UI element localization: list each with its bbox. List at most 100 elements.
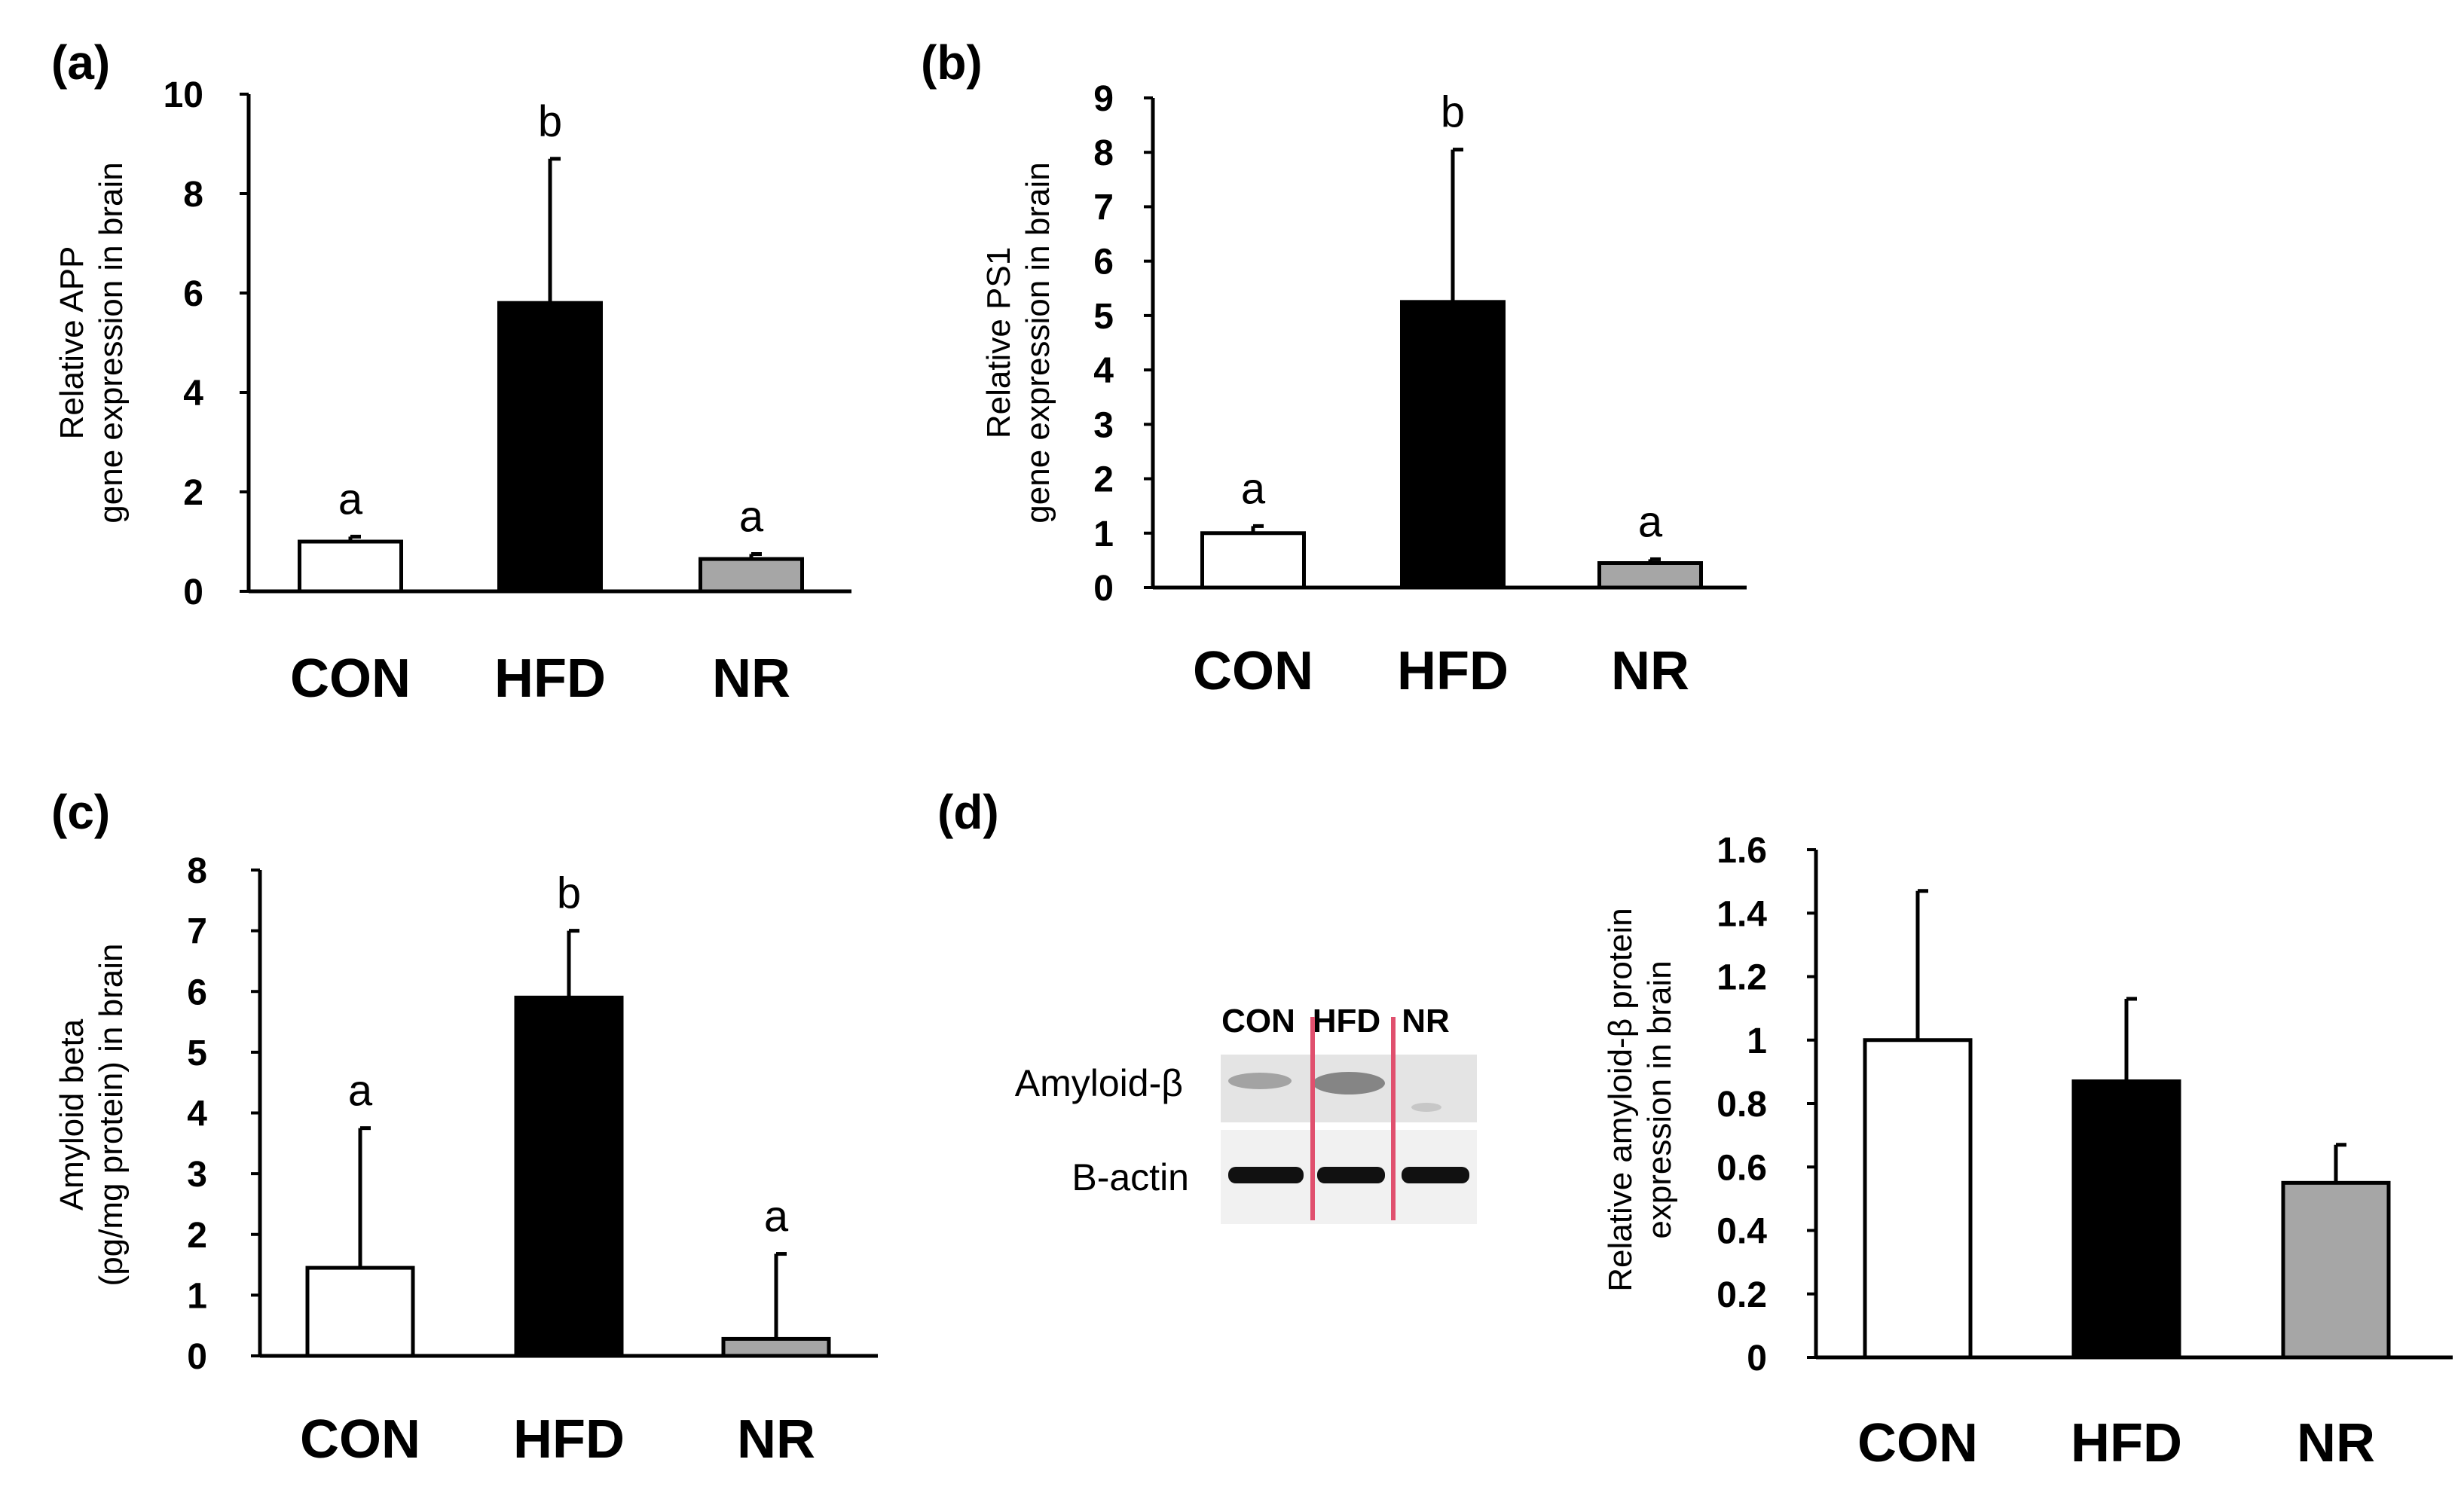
bar-hfd — [514, 995, 624, 1358]
category-label-hfd: HFD — [1397, 641, 1509, 701]
y-tick-label: 6 — [1093, 243, 1114, 282]
y-axis-label-line: gene expression in brain — [93, 162, 130, 523]
y-tick-label: 0.2 — [1717, 1275, 1767, 1315]
category-label-nr: NR — [712, 649, 790, 709]
panel-label-c: (c) — [51, 785, 110, 839]
significance-letter: b — [538, 97, 562, 146]
y-axis-label-line: Relative APP — [53, 246, 90, 440]
blot-bactin-band-nr — [1402, 1167, 1469, 1183]
bar-con — [1200, 531, 1306, 590]
y-tick-label: 6 — [187, 972, 207, 1012]
y-tick-label: 4 — [187, 1094, 207, 1134]
y-tick-label: 7 — [187, 912, 207, 952]
western-blot: CON HFD NR Amyloid-β B-actin — [1015, 1003, 1477, 1224]
y-tick-label: 5 — [187, 1033, 207, 1073]
blot-row-label-bactin: B-actin — [1072, 1156, 1189, 1198]
panel-label-b: (b) — [921, 35, 983, 90]
bar-con — [1863, 1038, 1973, 1360]
bar-nr — [1597, 561, 1703, 590]
blot-amyloid-band-nr — [1411, 1103, 1441, 1112]
y-tick-label: 10 — [164, 75, 203, 115]
y-tick-label: 1.2 — [1717, 958, 1767, 998]
significance-letter: a — [739, 493, 764, 542]
y-tick-label: 1.6 — [1717, 831, 1767, 871]
chart-b-ps1-expression: 0 1 2 3 4 5 6 7 8 9 Relative PS1gene expression in… — [980, 79, 1747, 701]
bar-nr — [699, 557, 804, 594]
significance-letter: a — [1241, 464, 1266, 513]
y-axis-label-line: (pg/mg protein) in brain — [93, 944, 130, 1287]
y-tick-label: 0 — [183, 572, 203, 612]
y-tick-label: 4 — [183, 374, 203, 414]
y-tick-label: 3 — [187, 1155, 207, 1195]
y-tick-label: 1 — [1747, 1021, 1767, 1061]
significance-letter: a — [338, 475, 363, 524]
y-tick-label: 2 — [183, 473, 203, 513]
bar-nr — [2281, 1180, 2391, 1360]
y-tick-label: 0 — [1093, 569, 1114, 609]
blot-lane-label-con: CON — [1221, 1003, 1295, 1040]
y-tick-label: 0 — [187, 1337, 207, 1377]
y-tick-label: 8 — [1093, 133, 1114, 173]
chart-c-amyloid-beta: 0 1 2 3 4 5 6 7 8 Amyloid beta(pg/mg protein) in … — [53, 851, 878, 1470]
y-axis-label: Relative PS1gene expression in brain — [980, 162, 1056, 523]
y-tick-label: 9 — [1093, 79, 1114, 119]
y-tick-label: 0 — [1747, 1339, 1767, 1378]
y-tick-label: 0.8 — [1717, 1085, 1767, 1125]
panel-label-a: (a) — [51, 35, 110, 90]
bar-hfd — [497, 301, 603, 594]
y-tick-label: 1.4 — [1717, 894, 1767, 934]
y-tick-label: 7 — [1093, 188, 1114, 227]
significance-letter: a — [1638, 497, 1663, 546]
y-tick-label: 4 — [1093, 351, 1114, 391]
significance-letter: b — [1441, 88, 1465, 137]
y-tick-label: 6 — [183, 274, 203, 314]
y-tick-label: 0.6 — [1717, 1148, 1767, 1188]
category-label-con: CON — [1193, 641, 1313, 701]
blot-row-label-amyloid: Amyloid-β — [1015, 1062, 1183, 1104]
y-axis-label: Relative amyloid-β proteinexpression in … — [1602, 908, 1678, 1292]
y-axis-label-line: Relative amyloid-β protein — [1602, 908, 1639, 1292]
bar-hfd — [2071, 1079, 2181, 1360]
panel-label-d: (d) — [937, 785, 999, 839]
y-tick-label: 8 — [187, 851, 207, 891]
y-tick-label: 1 — [1093, 514, 1114, 554]
blot-amyloid-band-hfd — [1313, 1072, 1385, 1094]
y-axis-label: Amyloid beta(pg/mg protein) in brain — [53, 944, 130, 1287]
category-label-con: CON — [1857, 1413, 1978, 1473]
category-label-nr: NR — [737, 1409, 815, 1470]
blot-bactin-band-hfd — [1317, 1167, 1385, 1183]
significance-letter: a — [764, 1192, 789, 1241]
blot-lane-label-hfd: HFD — [1313, 1003, 1380, 1040]
y-axis-label-line: Amyloid beta — [53, 1018, 90, 1210]
y-axis-label-line: Relative PS1 — [980, 247, 1017, 438]
y-axis-label: Relative APPgene expression in brain — [53, 162, 130, 523]
y-tick-label: 2 — [187, 1216, 207, 1256]
chart-a-app-expression: 0 2 4 6 8 10 Relative APPgene expression in br… — [53, 75, 851, 709]
category-label-nr: NR — [1611, 641, 1689, 701]
category-label-con: CON — [290, 649, 411, 709]
y-tick-label: 3 — [1093, 405, 1114, 445]
y-tick-label: 5 — [1093, 297, 1114, 337]
category-label-hfd: HFD — [2071, 1413, 2182, 1473]
blot-amyloid-band-con — [1228, 1073, 1292, 1089]
significance-letter: a — [348, 1067, 373, 1116]
bar-hfd — [1400, 300, 1506, 590]
bar-nr — [721, 1336, 831, 1358]
blot-lane-label-nr: NR — [1402, 1003, 1450, 1040]
y-tick-label: 0.4 — [1717, 1212, 1767, 1252]
category-label-hfd: HFD — [513, 1409, 625, 1470]
chart-d-amyloid-protein: 0 0.2 0.4 0.6 0.8 1 1.2 1.4 1.6 Relative amyloid-… — [1602, 831, 2453, 1473]
y-tick-label: 1 — [187, 1276, 207, 1316]
category-label-nr: NR — [2297, 1413, 2375, 1473]
category-label-con: CON — [300, 1409, 420, 1470]
y-axis-label-line: gene expression in brain — [1020, 162, 1056, 523]
bar-con — [298, 539, 403, 594]
y-tick-label: 2 — [1093, 460, 1114, 500]
y-axis-label-line: expression in brain — [1641, 960, 1678, 1238]
category-label-hfd: HFD — [494, 649, 606, 709]
bar-con — [305, 1265, 415, 1358]
y-tick-label: 8 — [183, 175, 203, 215]
blot-bactin-band-con — [1228, 1167, 1304, 1183]
significance-letter: b — [557, 869, 581, 918]
